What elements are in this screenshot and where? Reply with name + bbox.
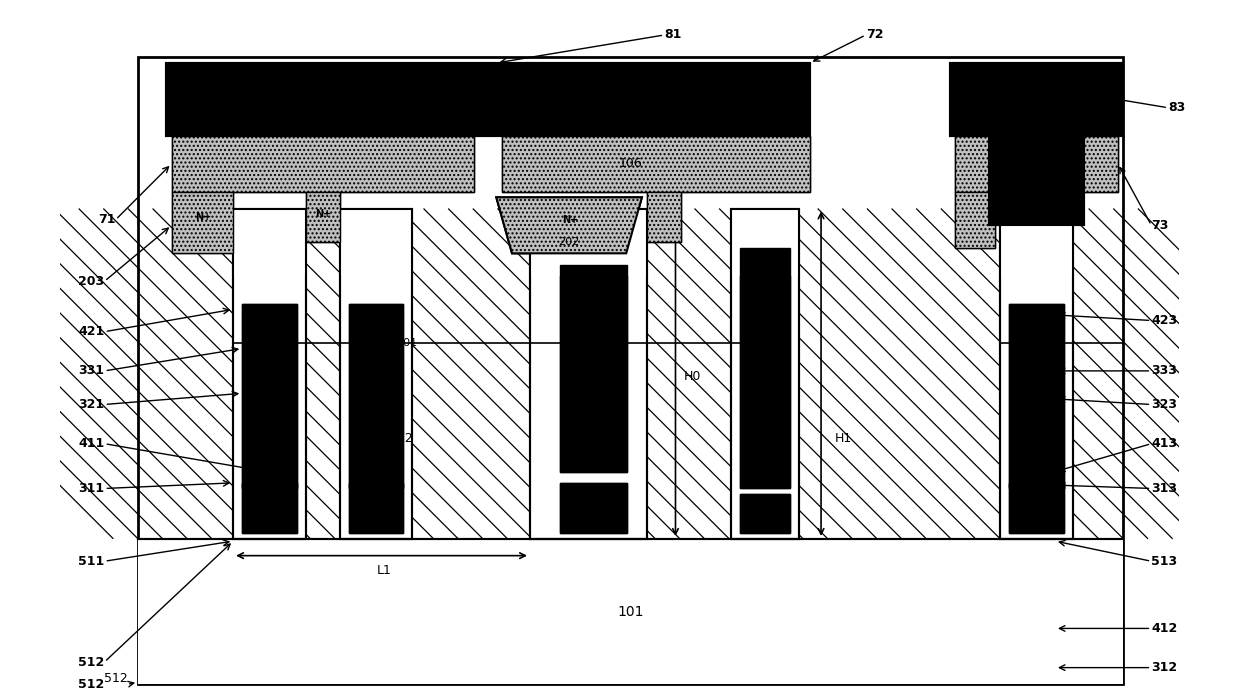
Text: 423: 423 [1151,314,1177,327]
Text: 311: 311 [78,482,104,495]
Bar [172,192,233,253]
Bar [741,494,789,533]
Text: 313: 313 [1151,482,1177,495]
Text: N+: N+ [195,213,211,222]
Text: 201: 201 [396,338,418,348]
Text: 106: 106 [618,158,643,170]
Bar [233,208,306,539]
Bar [955,136,1118,192]
Bar [530,208,648,539]
Bar [741,247,789,489]
Bar [233,208,306,539]
Text: 83: 83 [1168,101,1186,114]
Bar [348,483,404,533]
Text: 512: 512 [78,655,104,668]
Bar [1000,208,1073,276]
Bar [955,192,995,247]
Bar [339,208,413,539]
Bar [560,483,627,533]
Text: 512: 512 [78,678,104,691]
Bar [242,483,297,533]
Bar [950,63,1124,136]
Bar [1009,304,1064,489]
Bar [172,136,475,192]
Text: 411: 411 [78,437,104,450]
Bar [1009,483,1064,533]
Bar [741,247,789,489]
Text: 333: 333 [1151,365,1177,377]
Text: N+: N+ [563,215,579,224]
Text: 412: 412 [1151,622,1177,635]
Text: 513: 513 [1151,555,1177,568]
Bar [950,63,1124,136]
Bar [1000,208,1073,539]
Text: 101: 101 [617,604,644,619]
Text: 71: 71 [98,213,115,227]
Bar [530,208,648,539]
Bar [339,208,413,539]
Bar [1000,208,1073,539]
Bar [560,265,627,472]
Bar [339,208,413,276]
Bar [989,136,1084,225]
Text: 323: 323 [1151,398,1177,411]
Bar [955,136,1118,192]
Bar [306,192,339,242]
Text: 73: 73 [1151,219,1168,232]
Bar [233,208,306,539]
Bar [731,208,799,276]
Bar [731,208,799,539]
Bar [648,192,681,242]
Bar [560,265,627,472]
Text: 72: 72 [866,29,883,42]
Text: 413: 413 [1151,437,1177,450]
Text: 312: 312 [1151,661,1177,674]
Text: H1: H1 [835,431,852,445]
Bar [1000,208,1073,539]
Text: L1: L1 [377,564,392,576]
Bar [731,208,799,539]
Bar [172,136,475,192]
Bar [502,136,810,192]
Bar [348,483,404,533]
Bar [166,63,810,136]
Bar [502,136,810,192]
Bar [560,483,627,533]
Text: H0: H0 [684,370,701,383]
Bar [348,304,404,489]
Text: 321: 321 [78,398,104,411]
Bar [955,192,995,247]
Bar [530,208,648,276]
Bar [138,539,1124,684]
Bar [1009,304,1064,489]
Text: 203: 203 [78,275,104,288]
Text: 81: 81 [664,29,681,42]
Bar [242,304,297,489]
Text: 102: 102 [389,431,413,445]
Bar [242,483,297,533]
Polygon shape [497,197,642,253]
Text: 512: 512 [104,673,128,685]
Bar [348,304,404,489]
Text: 421: 421 [78,325,104,338]
Bar [172,192,233,253]
Text: 331: 331 [78,365,104,377]
Bar [530,208,648,539]
Bar [166,63,810,136]
Bar [1009,483,1064,533]
Bar [233,208,306,276]
Text: N+: N+ [315,209,331,219]
Bar [138,57,1124,684]
Text: 202: 202 [559,237,580,247]
Bar [306,192,339,242]
Bar [339,208,413,539]
Bar [741,494,789,533]
Bar [989,136,1084,225]
Bar [242,304,297,489]
Bar [731,208,799,539]
Polygon shape [497,197,642,253]
Bar [648,192,681,242]
Text: 511: 511 [78,555,104,568]
